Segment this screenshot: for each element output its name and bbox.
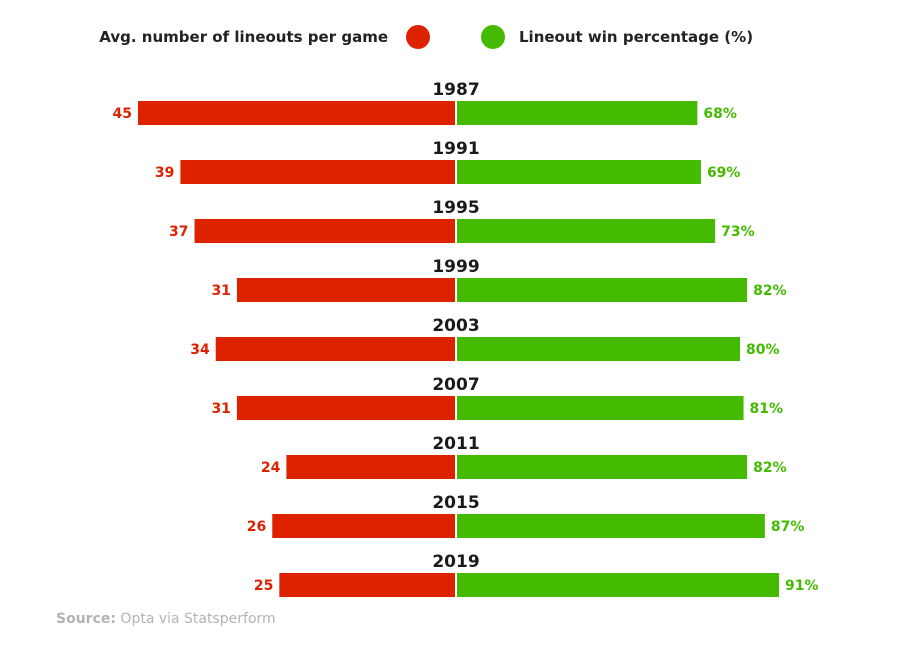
bar-win-percentage-2003 bbox=[456, 337, 740, 361]
chart-row-1999: 1999 31 82% bbox=[211, 257, 787, 302]
legend: Avg. number of lineouts per game Lineout … bbox=[99, 25, 753, 49]
chart-row-1995: 1995 37 73% bbox=[169, 198, 755, 243]
legend-swatch-win-percentage bbox=[481, 25, 505, 49]
bar-win-percentage-2011 bbox=[456, 455, 748, 479]
value-label-lineouts-2007: 31 bbox=[211, 401, 230, 417]
bar-win-percentage-1995 bbox=[456, 219, 716, 243]
bar-win-percentage-2019 bbox=[456, 573, 780, 597]
bar-lineouts-2007 bbox=[236, 396, 456, 420]
value-label-win-percentage-2011: 82% bbox=[753, 460, 787, 476]
bar-lineouts-2011 bbox=[286, 455, 456, 479]
value-label-win-percentage-2015: 87% bbox=[771, 519, 805, 535]
bar-lineouts-1991 bbox=[180, 160, 456, 184]
chart-row-1987: 1987 45 68% bbox=[113, 80, 737, 125]
legend-swatch-lineouts bbox=[406, 25, 430, 49]
bar-lineouts-1995 bbox=[194, 219, 457, 243]
chart-row-2019: 2019 25 91% bbox=[254, 552, 819, 597]
bar-lineouts-2019 bbox=[279, 573, 456, 597]
value-label-win-percentage-1987: 68% bbox=[703, 106, 737, 122]
chart-row-2015: 2015 26 87% bbox=[247, 493, 805, 538]
year-label-1999: 1999 bbox=[432, 257, 479, 277]
value-label-lineouts-1991: 39 bbox=[155, 165, 174, 181]
source-text: Opta via Statsperform bbox=[115, 611, 276, 627]
value-label-lineouts-2011: 24 bbox=[261, 460, 281, 476]
value-label-lineouts-2015: 26 bbox=[247, 519, 266, 535]
bar-win-percentage-2015 bbox=[456, 514, 765, 538]
value-label-win-percentage-2007: 81% bbox=[750, 401, 784, 417]
value-label-lineouts-1999: 31 bbox=[211, 283, 230, 299]
bar-win-percentage-1987 bbox=[456, 101, 698, 125]
source-note: Source: Opta via Statsperform bbox=[56, 611, 276, 627]
year-label-2019: 2019 bbox=[432, 552, 479, 572]
year-label-1987: 1987 bbox=[432, 80, 479, 100]
value-label-lineouts-1987: 45 bbox=[113, 106, 132, 122]
bar-win-percentage-1999 bbox=[456, 278, 748, 302]
source-key: Source: bbox=[56, 611, 116, 627]
bar-lineouts-2015 bbox=[272, 514, 456, 538]
bar-lineouts-2003 bbox=[215, 337, 456, 361]
year-label-2003: 2003 bbox=[432, 316, 479, 336]
value-label-win-percentage-1991: 69% bbox=[707, 165, 741, 181]
chart-rows: 1987 45 68% 1991 39 69% 1995 37 73% 1999 31 82% 2003… bbox=[113, 80, 819, 597]
chart-row-2007: 2007 31 81% bbox=[211, 375, 783, 420]
chart-row-2011: 2011 24 82% bbox=[261, 434, 787, 479]
bar-win-percentage-2007 bbox=[456, 396, 744, 420]
value-label-win-percentage-1999: 82% bbox=[753, 283, 787, 299]
year-label-2011: 2011 bbox=[432, 434, 479, 454]
chart-row-2003: 2003 34 80% bbox=[190, 316, 780, 361]
value-label-win-percentage-2019: 91% bbox=[785, 578, 819, 594]
legend-label-lineouts: Avg. number of lineouts per game bbox=[99, 28, 388, 46]
value-label-lineouts-2003: 34 bbox=[190, 342, 210, 358]
legend-label-win-percentage: Lineout win percentage (%) bbox=[519, 28, 753, 46]
value-label-win-percentage-2003: 80% bbox=[746, 342, 780, 358]
value-label-win-percentage-1995: 73% bbox=[721, 224, 755, 240]
bar-lineouts-1999 bbox=[236, 278, 456, 302]
year-label-2015: 2015 bbox=[432, 493, 479, 513]
value-label-lineouts-1995: 37 bbox=[169, 224, 188, 240]
bar-lineouts-1987 bbox=[138, 101, 456, 125]
value-label-lineouts-2019: 25 bbox=[254, 578, 273, 594]
year-label-2007: 2007 bbox=[432, 375, 479, 395]
year-label-1991: 1991 bbox=[432, 139, 479, 159]
bar-win-percentage-1991 bbox=[456, 160, 701, 184]
year-label-1995: 1995 bbox=[432, 198, 479, 218]
chart-row-1991: 1991 39 69% bbox=[155, 139, 741, 184]
